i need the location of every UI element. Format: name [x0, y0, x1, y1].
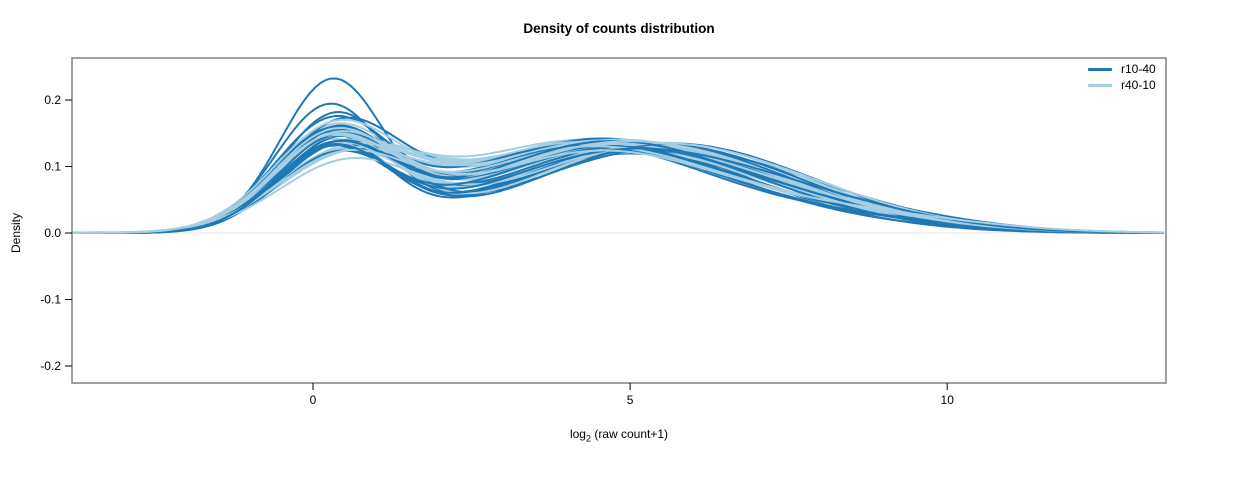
legend-entry-r10-40: r10-40	[1088, 63, 1156, 76]
legend-line-swatch	[1088, 84, 1112, 87]
x-tick-label: 10	[941, 393, 955, 407]
density-curve-r40-10	[71, 118, 1164, 234]
density-curve-r40-10	[71, 142, 1164, 234]
y-tick-label: -0.2	[40, 359, 61, 373]
density-curve-r40-10	[71, 142, 1164, 234]
legend-label: r10-40	[1121, 62, 1156, 76]
legend-entry-r40-10: r40-10	[1088, 79, 1156, 92]
density-curve-r10-40	[71, 142, 1164, 234]
x-tick-label: 0	[310, 393, 317, 407]
density-curve-r10-40	[71, 140, 1164, 234]
density-curve-r40-10	[71, 142, 1164, 234]
y-tick-label: 0.2	[44, 93, 61, 107]
x-axis-label-prefix: log	[569, 427, 586, 441]
legend-label: r40-10	[1121, 78, 1156, 92]
density-curve-r40-10	[71, 140, 1164, 234]
density-curve-r40-10	[71, 140, 1164, 234]
density-curve-r10-40	[71, 143, 1164, 234]
density-curve-r40-10	[71, 130, 1164, 234]
density-curve-r40-10	[71, 141, 1164, 234]
x-tick-label: 5	[627, 393, 634, 407]
density-curve-r10-40	[71, 140, 1164, 234]
x-axis-label-rest: (raw count+1)	[590, 427, 669, 441]
y-tick-label: 0.1	[44, 160, 61, 174]
y-tick-label: -0.1	[40, 292, 61, 306]
density-curve-r40-10	[71, 140, 1164, 234]
density-curve-r40-10	[71, 141, 1164, 234]
legend: r10-40 r40-10	[1088, 63, 1156, 92]
x-axis-label: log2 (raw count+1)	[72, 427, 1166, 443]
density-curve-r10-40	[71, 142, 1164, 234]
x-axis-label-sub: 2	[585, 433, 591, 444]
density-curve-r40-10	[71, 126, 1164, 234]
chart-title: Density of counts distribution	[523, 21, 715, 36]
y-tick-label: 0.0	[44, 226, 61, 240]
density-curve-r40-10	[71, 132, 1164, 234]
plot-frame	[71, 57, 1167, 384]
density-curve-r10-40	[71, 144, 1164, 234]
legend-line-swatch	[1088, 68, 1112, 71]
